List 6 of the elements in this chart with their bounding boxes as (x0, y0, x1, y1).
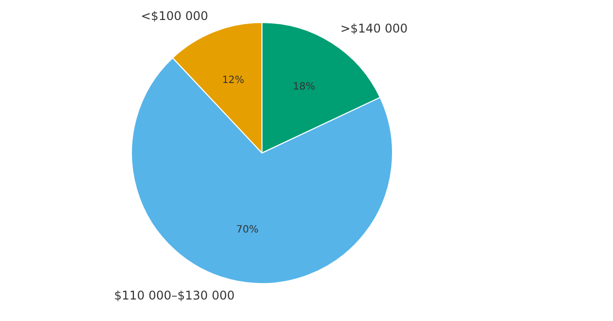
data-label: 70% (236, 224, 258, 236)
slice-label: >$140 000 (340, 22, 408, 36)
slice-label: $110 000–$130 000 (114, 288, 235, 303)
data-label: 12% (222, 74, 244, 86)
data-label: 18% (292, 81, 316, 92)
slice-label: <$100 000 (140, 9, 208, 24)
